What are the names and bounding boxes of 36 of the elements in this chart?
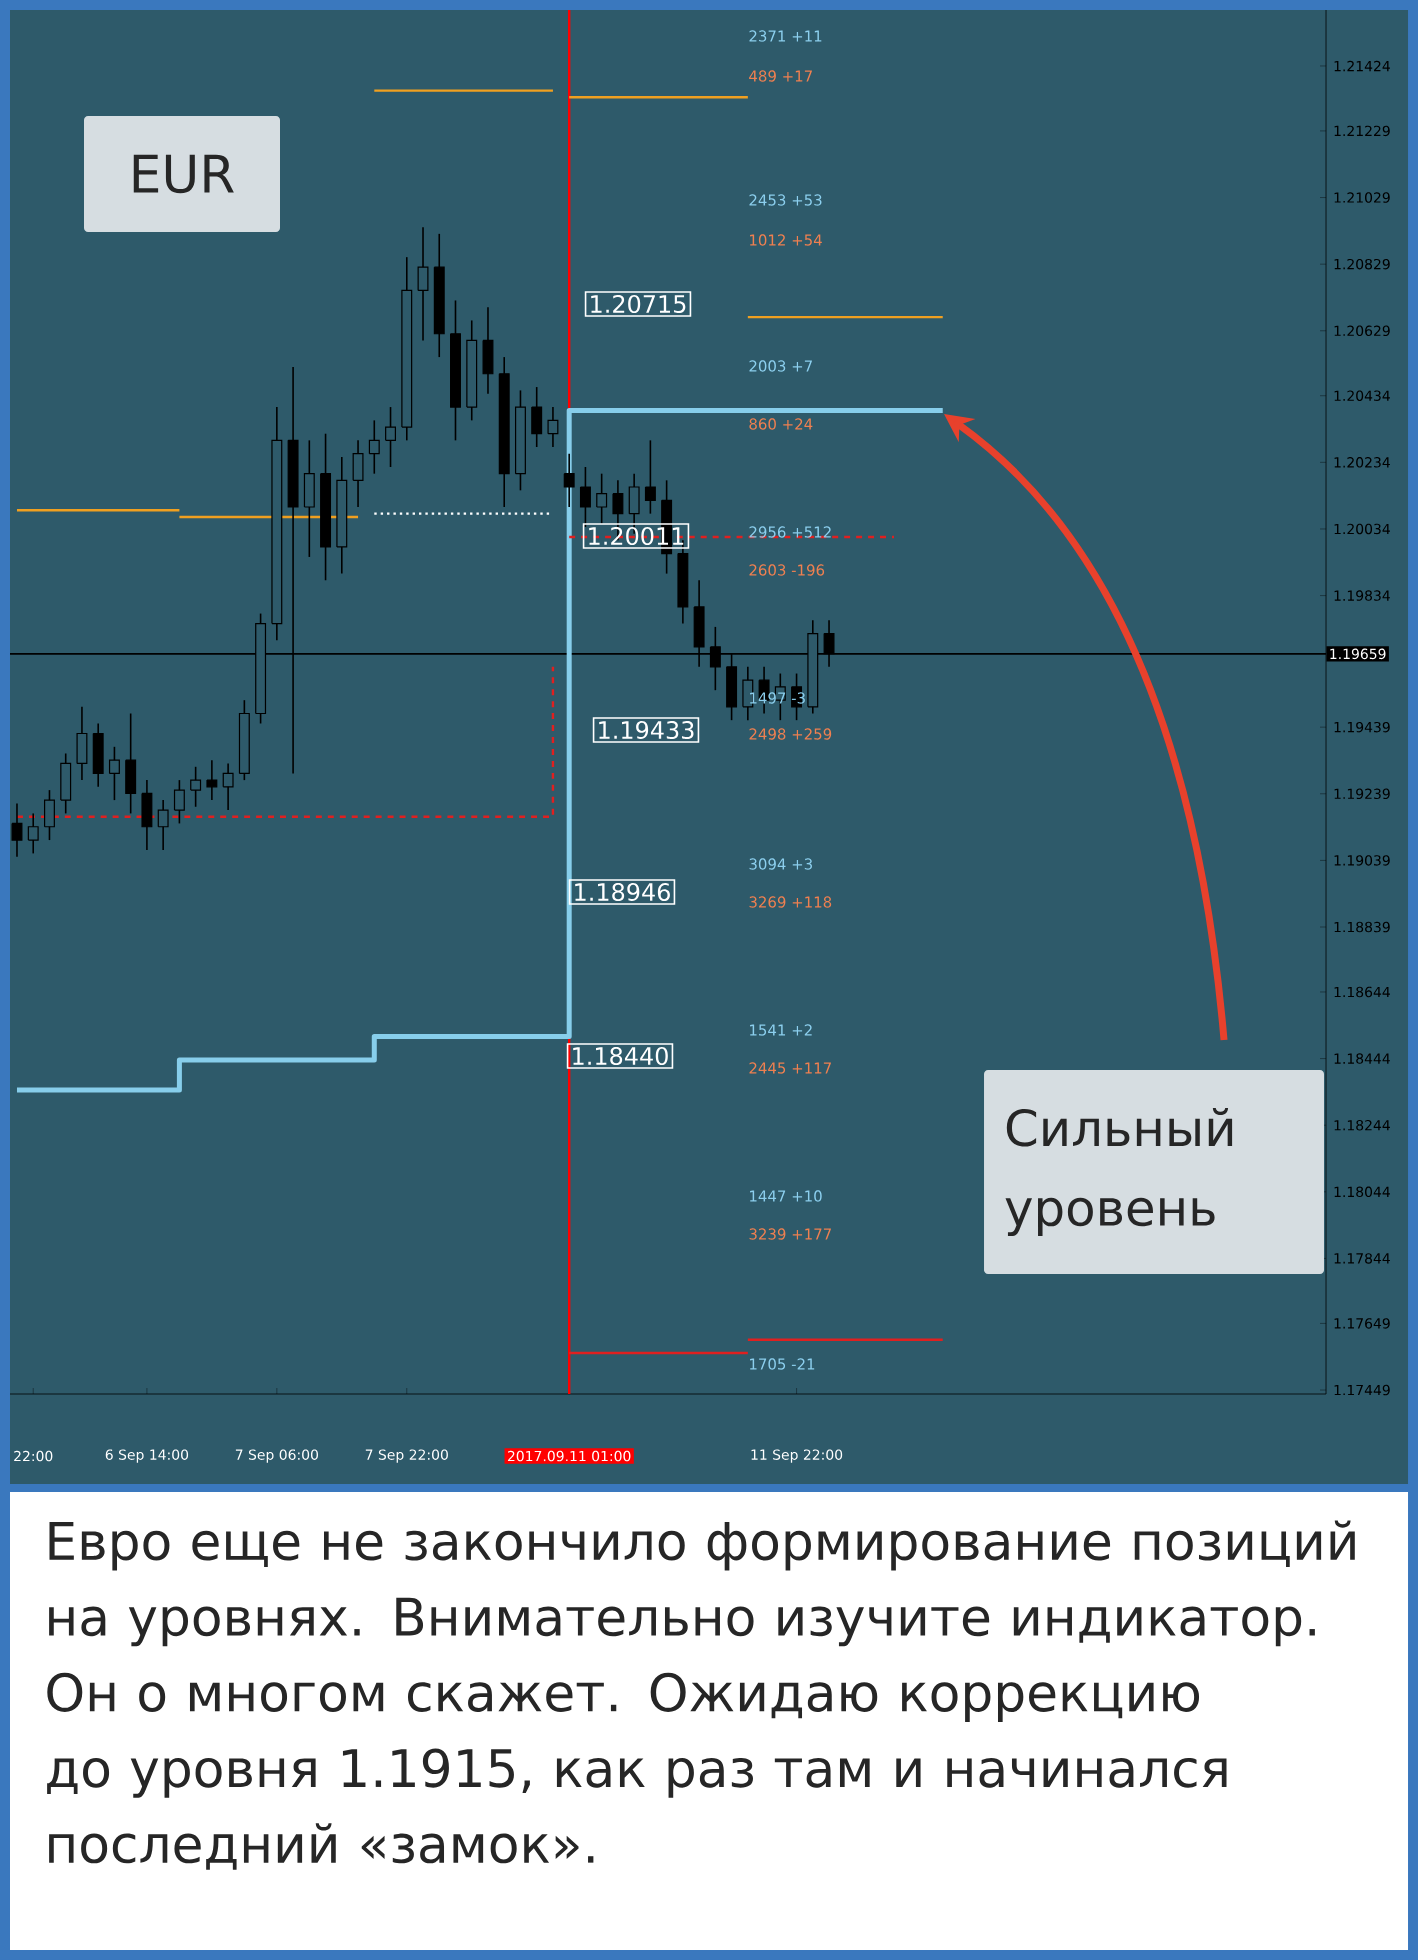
candlestick	[579, 466, 591, 528]
annotation: 1.20715	[591, 294, 686, 314]
candlestick	[547, 406, 559, 448]
candlestick	[92, 722, 104, 788]
candlestick	[173, 779, 185, 825]
text: EUR	[133, 154, 234, 194]
candlestick	[108, 746, 120, 801]
candlestick	[742, 666, 754, 721]
annotation: 1.18946	[575, 882, 670, 902]
text: Евро еще не закончило формирование позиций на уровнях. Внимательно изучите индикатор. Он о многом скажет. Ожидаю коррекцию до уровня 1.1915, как раз там и начинался последний «замок».	[47, 1520, 1355, 1870]
annotation: 1.18440	[573, 1046, 668, 1066]
candlestick	[60, 752, 72, 815]
candlestick	[43, 789, 55, 841]
candlestick	[206, 759, 218, 801]
candlestick	[27, 812, 39, 855]
candlestick	[303, 439, 315, 558]
candlestick	[482, 306, 494, 395]
candlestick	[385, 406, 397, 468]
candlestick	[125, 712, 137, 815]
candlestick	[190, 766, 202, 808]
candlestick	[596, 472, 608, 525]
annotation: 1.19433	[599, 720, 694, 740]
candlestick	[368, 419, 380, 475]
candlestick	[11, 802, 23, 858]
candlestick	[531, 386, 543, 448]
candlestick	[563, 452, 575, 508]
candlestick	[222, 762, 234, 811]
candlestick	[791, 672, 803, 721]
candlestick	[417, 226, 429, 342]
annotation: 1.20011	[589, 526, 684, 546]
candlestick	[141, 779, 153, 851]
candlestick	[352, 439, 364, 508]
candlestick	[157, 799, 169, 851]
candlestick	[644, 439, 656, 515]
annotation: Сильный уровень	[1005, 1108, 1233, 1236]
candlestick	[76, 706, 88, 781]
